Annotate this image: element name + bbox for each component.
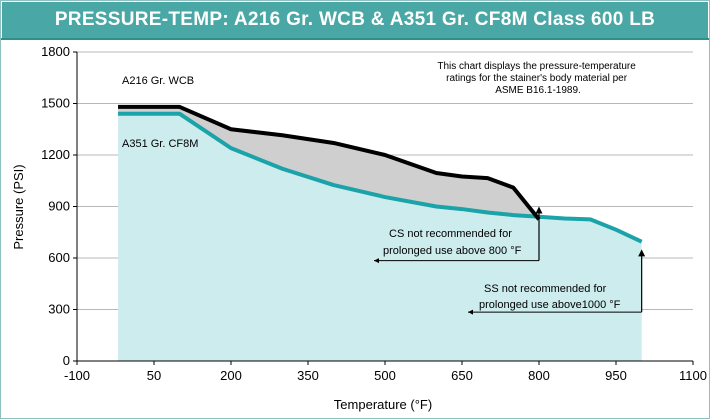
cf8m-line [118,111,643,244]
series-label-wcb: A216 Gr. WCB [122,75,194,87]
x-tick-label: 50 [147,368,161,383]
x-tick-label: 350 [297,368,319,383]
y-tick-label: 1500 [41,96,70,111]
axis-layer: 0 300 600 900 1200 1500 1800 -100 50 200 350 500 650… [41,44,707,383]
info-note: This chart displays the pressure-tempera… [437,61,638,96]
area-layer [118,106,642,361]
cs-limit-note-line-1: CS not recommended for [389,228,512,240]
x-tick-label: 950 [605,368,627,383]
ss-limit-arrow-arrowhead [638,249,646,257]
ss-limit-note: SS not recommended for prolonged use abo… [479,283,621,311]
chart-title: PRESSURE-TEMP: A216 Gr. WCB & A351 Gr. C… [2,2,708,38]
ss-limit-arrow-left-arrowhead [468,309,473,315]
y-tick-label: 600 [48,250,70,265]
x-axis-label: Temperature (°F) [334,397,432,412]
x-tick-label: -100 [64,368,90,383]
series-label-cf8m: A351 Gr. CF8M [122,138,198,150]
y-tick-label: 300 [48,302,70,317]
x-tick-label: 500 [374,368,396,383]
cs-limit-arrow-arrowhead [535,206,543,214]
y-tick-label: 1200 [41,147,70,162]
cf8m-area-fill [118,113,642,361]
info-note-line-3: ASME B16.1-1989. [495,85,581,96]
x-tick-label: 1100 [679,368,707,383]
cs-limit-note: CS not recommended for prolonged use abo… [383,228,522,257]
cs-limit-note-line-2: prolonged use above 800 °F [383,245,522,257]
y-axis-label: Pressure (PSI) [11,164,26,249]
annotation-layer [374,206,646,315]
y-tick-label: 900 [48,199,70,214]
info-note-line-2: ratings for the stainer's body material … [446,73,628,84]
line-layer [118,104,643,244]
title-divider [1,38,709,40]
y-tick-label: 1800 [41,44,70,59]
wcb-band-fill [118,106,540,220]
y-tick-label: 0 [63,353,70,368]
ss-limit-note-line-2: prolonged use above1000 °F [479,299,621,311]
wcb-line [118,104,541,221]
x-tick-label: 650 [451,368,473,383]
info-note-line-1: This chart displays the pressure-tempera… [437,61,636,72]
x-tick-label: 800 [528,368,550,383]
x-tick-label: 200 [220,368,242,383]
cs-limit-arrow-left-arrowhead [374,258,379,264]
ss-limit-note-line-1: SS not recommended for [484,283,607,295]
